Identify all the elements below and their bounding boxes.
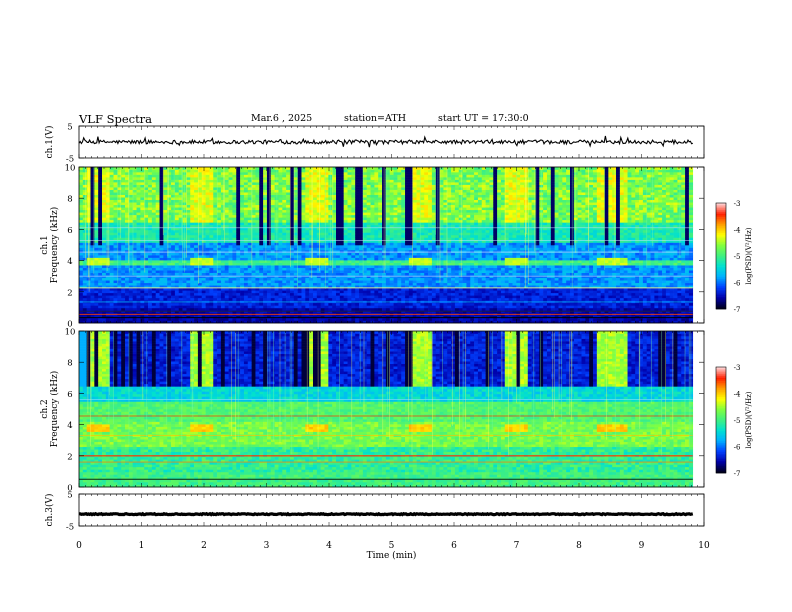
x-tick-label: 3 bbox=[264, 541, 270, 551]
colorbar-tick-label: -7 bbox=[734, 306, 741, 314]
y-tick-label: 5 bbox=[67, 491, 72, 501]
spectrogram-2 bbox=[79, 331, 693, 487]
colorbar-label: log(PSD)(V²/Hz) bbox=[745, 227, 753, 284]
y-tick-label: 5 bbox=[67, 123, 72, 133]
x-tick-label: 5 bbox=[389, 541, 395, 551]
y-tick-label: -5 bbox=[66, 523, 74, 533]
x-tick-label: 7 bbox=[514, 541, 520, 551]
colorbar-label: log(PSD)(V²/Hz) bbox=[745, 391, 753, 448]
x-tick-label: 2 bbox=[201, 541, 207, 551]
colorbar-tick-label: -3 bbox=[734, 200, 741, 208]
y-tick-label: 8 bbox=[67, 195, 72, 205]
vlf-spectra-figure: 5-5ch.1(V)1086420ch.1 Frequency (kHz)1086… bbox=[0, 0, 792, 612]
x-tick-label: 4 bbox=[326, 541, 332, 551]
colorbar-tick-label: -4 bbox=[734, 227, 741, 235]
colorbar-tick-label: -4 bbox=[734, 391, 741, 399]
x-tick-label: 10 bbox=[698, 541, 710, 551]
x-tick-label: 8 bbox=[576, 541, 582, 551]
y-axis-label: Frequency (kHz) bbox=[49, 371, 60, 448]
y-tick-label: 8 bbox=[67, 359, 72, 369]
y-tick-label: 6 bbox=[67, 390, 72, 400]
x-tick-label: 0 bbox=[76, 541, 82, 551]
voltage-trace-ch3 bbox=[79, 514, 693, 515]
y-axis-label: ch.1 bbox=[40, 235, 50, 254]
x-axis-label: Time (min) bbox=[367, 550, 417, 561]
x-tick-label: 1 bbox=[139, 541, 145, 551]
y-tick-label: 6 bbox=[67, 226, 72, 236]
x-tick-label: 9 bbox=[639, 541, 645, 551]
y-tick-label: 10 bbox=[65, 328, 76, 338]
y-axis-label: ch.1(V) bbox=[44, 126, 55, 159]
y-tick-label: 2 bbox=[67, 288, 72, 298]
y-tick-label: 4 bbox=[67, 421, 72, 431]
colorbar-tick-label: -7 bbox=[734, 470, 741, 478]
colorbar bbox=[716, 203, 726, 309]
y-tick-label: 4 bbox=[67, 257, 72, 267]
panel-frame bbox=[79, 494, 704, 526]
colorbar-tick-label: -3 bbox=[734, 364, 741, 372]
voltage-trace-ch1 bbox=[79, 136, 693, 147]
spectrogram-1 bbox=[79, 167, 693, 323]
colorbar-tick-label: -6 bbox=[734, 280, 741, 288]
colorbar bbox=[716, 367, 726, 473]
colorbar-tick-label: -5 bbox=[734, 417, 741, 425]
colorbar-tick-label: -5 bbox=[734, 253, 741, 261]
y-axis-label: ch.3(V) bbox=[44, 494, 55, 527]
x-tick-label: 6 bbox=[451, 541, 457, 551]
y-axis-label: ch.2 bbox=[40, 399, 50, 418]
colorbar-tick-label: -6 bbox=[734, 444, 741, 452]
y-tick-label: 10 bbox=[65, 164, 76, 174]
y-tick-label: 2 bbox=[67, 452, 72, 462]
y-axis-label: Frequency (kHz) bbox=[49, 207, 60, 284]
